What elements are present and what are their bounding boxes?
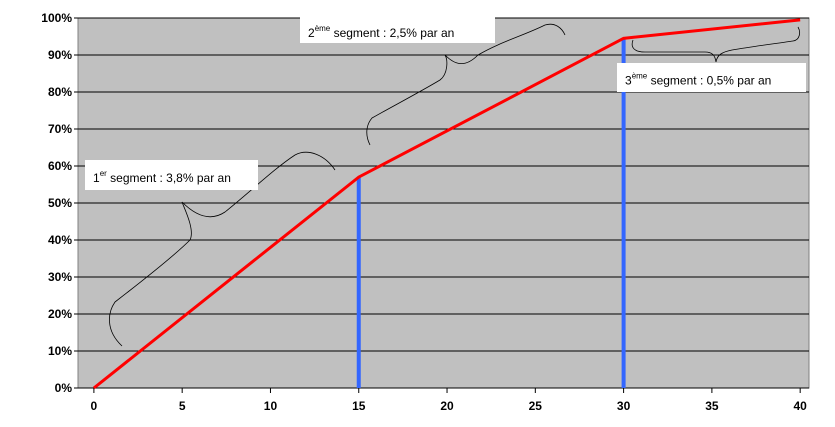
annotation-text: segment : 0,5% par an [647, 74, 771, 88]
y-tick-label: 50% [48, 196, 72, 210]
annotation: 2ème segment : 2,5% par an [308, 24, 454, 40]
brace [366, 23, 566, 146]
y-tick-label: 100% [41, 11, 72, 25]
annotation-superscript: ème [315, 24, 331, 33]
x-tick-label: 0 [91, 399, 98, 413]
annotation-prefix: 3 [625, 74, 632, 88]
x-tick-label: 10 [264, 399, 278, 413]
annotation-prefix: 1 [93, 171, 100, 185]
y-tick-label: 30% [48, 270, 72, 284]
y-tick-label: 40% [48, 233, 72, 247]
y-tick-label: 80% [48, 85, 72, 99]
x-tick-label: 40 [793, 399, 807, 413]
x-tick-label: 30 [617, 399, 631, 413]
y-tick-label: 0% [55, 381, 73, 395]
x-tick-label: 5 [179, 399, 186, 413]
annotation-prefix: 2 [308, 26, 315, 40]
annotation-box [85, 160, 258, 190]
y-tick-label: 60% [48, 159, 72, 173]
y-tick-label: 70% [48, 122, 72, 136]
annotation: 1er segment : 3,8% par an [93, 169, 231, 185]
y-tick-label: 90% [48, 48, 72, 62]
annotation-superscript: er [100, 169, 107, 178]
x-tick-label: 25 [529, 399, 543, 413]
annotation-superscript: ème [632, 72, 648, 81]
annotation-box [300, 17, 495, 43]
x-tick-label: 20 [440, 399, 454, 413]
annotation-box [617, 63, 806, 92]
x-tick-label: 35 [705, 399, 719, 413]
x-tick-label: 15 [352, 399, 366, 413]
brace [631, 26, 800, 63]
annotation-text: segment : 3,8% par an [107, 171, 231, 185]
brace [109, 151, 336, 347]
data-line [92, 18, 801, 390]
annotation: 3ème segment : 0,5% par an [625, 72, 771, 88]
y-tick-label: 10% [48, 344, 72, 358]
annotation-text: segment : 2,5% par an [330, 26, 454, 40]
y-tick-label: 20% [48, 307, 72, 321]
